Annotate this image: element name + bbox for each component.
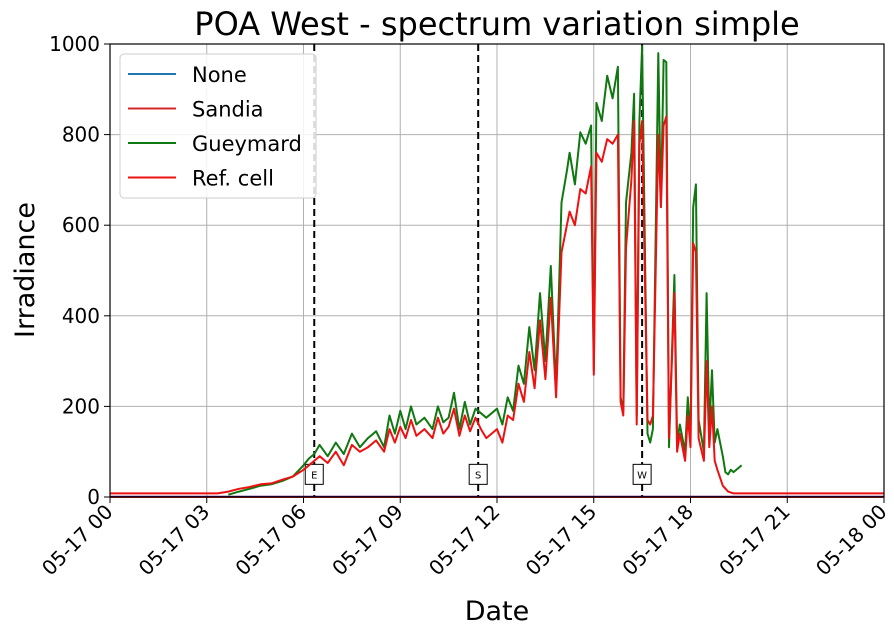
legend-label: Ref. cell — [192, 167, 274, 191]
y-tick-label: 600 — [62, 213, 100, 237]
x-axis-label: Date — [465, 596, 530, 627]
marker-box — [468, 463, 488, 485]
marker-label: S — [475, 470, 481, 481]
y-axis-label: Irradiance — [10, 202, 41, 338]
chart-title: POA West - spectrum variation simple — [194, 5, 799, 43]
y-axis-ticks: 0 200 400 600 800 1000 — [49, 32, 110, 509]
legend-label: Sandia — [192, 98, 264, 122]
y-tick-label: 0 — [87, 485, 100, 509]
y-tick-label: 400 — [62, 304, 100, 328]
series-line-2 — [228, 45, 743, 496]
series-line-3 — [110, 115, 884, 495]
marker-box — [304, 463, 324, 485]
y-tick-label: 1000 — [49, 32, 100, 56]
y-tick-label: 200 — [62, 394, 100, 418]
legend-label: None — [192, 63, 247, 87]
y-tick-label: 800 — [62, 123, 100, 147]
legend: None Sandia Gueymard Ref. cell — [119, 53, 317, 199]
marker-box — [632, 463, 652, 485]
marker-label: E — [311, 470, 317, 481]
legend-box — [119, 53, 317, 199]
legend-label: Gueymard — [192, 132, 302, 156]
marker-label: W — [637, 470, 647, 481]
